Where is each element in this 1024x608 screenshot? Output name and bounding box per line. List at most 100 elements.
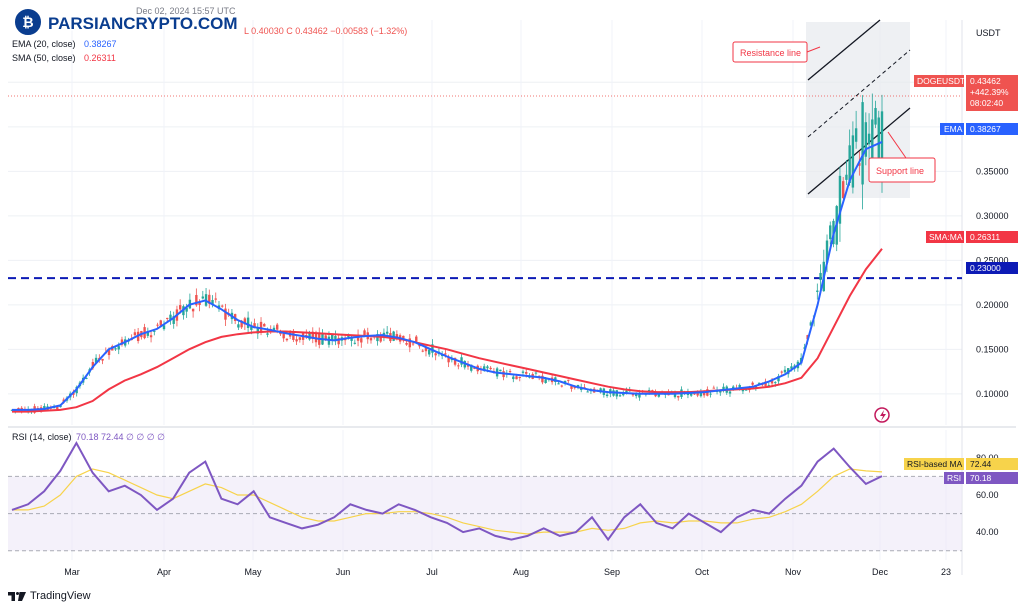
candle-body-down (214, 298, 217, 300)
candle-body-down (761, 384, 764, 386)
header-published: Dec 02, 2024 15:57 UTC (136, 6, 236, 16)
candle-body-up (605, 394, 609, 397)
candle-body-down (411, 343, 415, 345)
candle-body-up (94, 357, 98, 363)
support-arrow (887, 131, 907, 159)
support-callout: Support line (868, 131, 936, 183)
symbol-price-tag: DOGEUSDT 0.43462 +442.39% 08:02:40 (914, 75, 1018, 111)
candle-body-down (56, 406, 59, 410)
candle-body-up (861, 102, 864, 185)
rsi-tick-label: 60.00 (976, 490, 999, 500)
candle-body-down (282, 331, 285, 339)
candle-body-up (741, 389, 745, 392)
rsi-layer (11, 440, 883, 542)
ema-tag: EMA (944, 124, 963, 134)
candle-body-up (744, 389, 748, 391)
lightning-icon[interactable] (874, 407, 890, 423)
candle-body-up (534, 372, 538, 374)
support-label: Support line (876, 166, 924, 176)
candle-body-down (770, 380, 774, 384)
countdown: 08:02:40 (970, 98, 1003, 108)
candle-body-down (285, 338, 289, 341)
candle-body-up (499, 369, 502, 372)
rsi-value-box (966, 472, 1018, 484)
candle-body-up (172, 316, 175, 324)
candle-body-up (880, 111, 884, 169)
candle-body-down (149, 335, 153, 338)
candle-body-down (560, 385, 564, 387)
candle-body-up (848, 145, 851, 184)
candle-body-up (689, 393, 693, 396)
candle-body-down (191, 308, 195, 312)
rsi-line (11, 440, 883, 542)
candle-body-up (774, 382, 777, 384)
rsi-tag-label: RSI (947, 473, 961, 483)
candle-body-down (841, 181, 845, 199)
candle-body-up (544, 379, 547, 383)
candle-body-up (85, 377, 88, 379)
ohlc-text: L 0.40030 C 0.43462 −0.00583 (−1.32%) (244, 26, 407, 36)
ema-value-box (966, 123, 1018, 135)
candle-body-down (295, 339, 298, 342)
candle-body-up (117, 346, 120, 350)
candle-body-up (783, 369, 787, 373)
candle-body-up (864, 122, 868, 157)
rsi-tick-label: 40.00 (976, 527, 999, 537)
candle-body-down (156, 324, 159, 326)
ema-tag-box (940, 123, 964, 135)
sma-legend: SMA (50, close) (12, 53, 76, 63)
candle-body-up (625, 390, 628, 393)
candle-body-down (298, 337, 302, 340)
candle-body-down (221, 305, 224, 307)
candle-body-up (728, 391, 732, 394)
indicator-lines (12, 140, 883, 413)
candle-body-up (353, 342, 357, 344)
price-tick-label: 0.10000 (976, 389, 1009, 399)
candle-body-up (557, 383, 560, 385)
candle-body-up (169, 314, 172, 320)
candle-body-up (816, 290, 819, 292)
candle-body-up (440, 355, 444, 357)
time-tick-label: 23 (941, 567, 951, 577)
level-tag-box (966, 262, 1018, 274)
rsi-tag-box (944, 472, 964, 484)
time-tick-label: Dec (872, 567, 889, 577)
resistance-callout: Resistance line (732, 41, 821, 63)
candle-body-up (809, 322, 813, 326)
candle-body-down (693, 393, 696, 395)
candle-body-down (434, 353, 437, 356)
candle-body-down (369, 338, 373, 341)
candle-body-down (253, 323, 256, 328)
sma-price-tag: SMA:MA 0.26311 (926, 231, 1018, 243)
candle-body-down (405, 342, 408, 345)
candle-body-up (871, 119, 874, 162)
candle-body-down (263, 324, 266, 327)
sma-tag-box (926, 231, 964, 243)
support-line (807, 107, 911, 195)
candle-body-up (201, 296, 205, 299)
candle-body-down (159, 320, 162, 326)
candle-body-up (635, 393, 638, 397)
resistance-label: Resistance line (740, 48, 801, 58)
candle-body-down (415, 336, 418, 342)
resistance-line (807, 19, 881, 81)
candle-body-up (250, 326, 253, 330)
ema-legend-value: 0.38267 (84, 39, 117, 49)
candle-body-up (699, 390, 703, 397)
candle-body-down (208, 294, 211, 304)
candle-body-up (618, 395, 622, 397)
price-tick-label: 0.35000 (976, 166, 1009, 176)
watermark-logo-icon (13, 7, 43, 37)
candle-body-up (246, 317, 250, 328)
candle-body-down (178, 305, 182, 310)
candle-body-up (521, 371, 525, 373)
candle-body-up (838, 175, 842, 224)
candle-body-up (59, 405, 62, 408)
resistance-arrow (806, 46, 821, 53)
candle-body-up (470, 364, 473, 371)
candle-body-down (337, 337, 340, 345)
candle-body-up (266, 333, 269, 335)
candle-body-down (567, 379, 570, 381)
currency-label: USDT (976, 28, 1001, 38)
candle-body-down (133, 332, 137, 336)
